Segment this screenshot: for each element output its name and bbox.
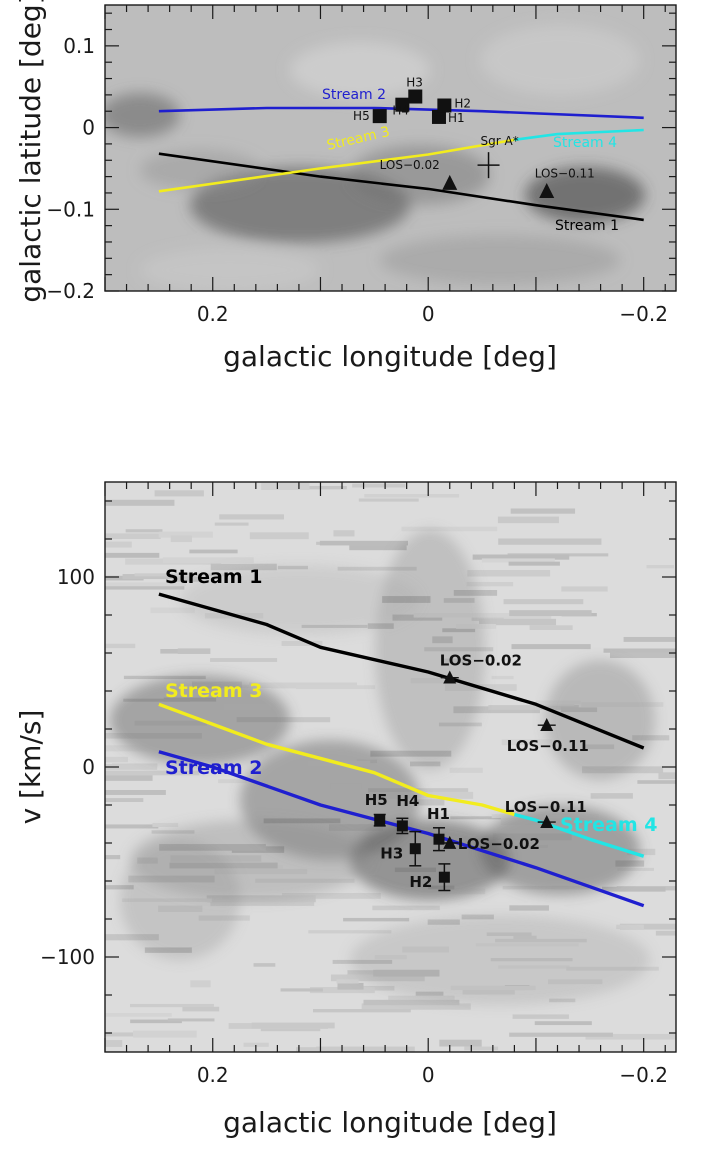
square-marker-h3 — [409, 843, 421, 855]
series-label-stream-4: Stream 4 — [553, 135, 617, 151]
series-label-stream-1: Stream 1 — [555, 218, 619, 234]
point-label-los-0-11: LOS−0.11 — [535, 166, 595, 180]
point-label-h2: H2 — [454, 97, 471, 111]
square-marker-h3 — [408, 89, 423, 104]
series-line-stream-4 — [513, 812, 645, 858]
series-line-stream-3 — [158, 702, 515, 817]
y-tick-label: −100 — [40, 945, 95, 969]
x-tick-label: −0.2 — [619, 1063, 668, 1087]
triangle-marker-los-0-02 — [442, 174, 458, 190]
x-tick-label: 0 — [422, 302, 435, 326]
series-label-stream-4: Stream 4 — [560, 814, 657, 836]
point-label-los-0-11: LOS−0.11 — [505, 798, 587, 816]
bottom-background-map — [105, 482, 676, 1052]
y-tick-label: 0 — [82, 755, 95, 779]
point-label-h3: H3 — [406, 76, 423, 90]
x-tick-label: 0 — [422, 1063, 435, 1087]
point-label-h1: H1 — [427, 805, 450, 823]
point-label-h5: H5 — [365, 791, 388, 809]
triangle-marker-los-0-11 — [539, 183, 555, 199]
top-y-axis-title: galactic latitude [deg] — [14, 0, 47, 303]
square-marker-h5 — [374, 814, 386, 826]
top-markers — [372, 89, 555, 199]
top-ticks — [104, 5, 676, 292]
point-label-h2: H2 — [409, 873, 432, 891]
point-label-los-0-02: LOS−0.02 — [380, 158, 440, 172]
top-plot-frame — [104, 4, 677, 292]
series-label-stream-2: Stream 2 — [165, 757, 262, 779]
series-line-stream-3 — [158, 138, 515, 193]
point-label-los-0-02: LOS−0.02 — [458, 835, 540, 853]
y-tick-label: −0.2 — [46, 279, 95, 303]
y-tick-label: −0.1 — [46, 197, 95, 221]
bottom-markers — [373, 670, 556, 892]
point-label-h5: H5 — [353, 109, 370, 123]
top-panel: 0.2 0 −0.2 0.1 0 −0.1 −0.2 Stream 1 Stream 2 Str… — [14, 0, 677, 373]
square-marker-h1 — [431, 109, 446, 124]
series-label-stream-1: Stream 1 — [165, 566, 262, 588]
square-marker-h5 — [372, 109, 387, 124]
point-label-h4: H4 — [392, 104, 409, 118]
top-series — [158, 106, 644, 222]
y-tick-label: 100 — [57, 565, 95, 589]
bottom-annotations: Stream 1 Stream 3 Stream 2 Stream 4 H1 H2 H3 H4… — [165, 566, 657, 891]
x-tick-label: 0.2 — [197, 302, 229, 326]
point-label-h4: H4 — [396, 792, 419, 810]
bottom-y-axis-title: v [km/s] — [14, 710, 47, 825]
top-background-map — [105, 5, 676, 291]
bottom-x-axis-title: galactic longitude [deg] — [223, 1106, 557, 1139]
square-marker-h2 — [437, 98, 452, 113]
x-tick-label: 0.2 — [197, 1063, 229, 1087]
series-label-stream-3: Stream 3 — [165, 680, 262, 702]
y-tick-label: 0.1 — [63, 34, 95, 58]
point-label-sgr-a: Sgr A* — [481, 134, 519, 148]
bottom-tick-labels: 0.2 0 −0.2 100 0 −100 — [40, 565, 668, 1087]
x-tick-label: −0.2 — [619, 302, 668, 326]
bottom-ticks — [104, 482, 676, 1052]
point-label-h3: H3 — [380, 845, 403, 863]
square-marker-h4 — [395, 97, 410, 112]
series-line-stream-1 — [158, 592, 645, 750]
top-x-axis-title: galactic longitude [deg] — [223, 340, 557, 373]
series-line-stream-2 — [158, 106, 644, 120]
square-marker-h2 — [438, 871, 450, 883]
series-label-stream-2: Stream 2 — [322, 87, 386, 103]
point-label-los-0-11: LOS−0.11 — [507, 737, 589, 755]
square-marker-h4 — [396, 820, 408, 832]
y-tick-label: 0 — [82, 116, 95, 140]
series-line-stream-1 — [158, 152, 644, 222]
square-marker-h1 — [433, 833, 445, 845]
series-line-stream-4 — [514, 128, 644, 142]
top-tick-labels: 0.2 0 −0.2 0.1 0 −0.1 −0.2 — [46, 34, 668, 326]
point-label-h1: H1 — [448, 111, 465, 125]
point-label-los-0-02: LOS−0.02 — [440, 652, 522, 670]
